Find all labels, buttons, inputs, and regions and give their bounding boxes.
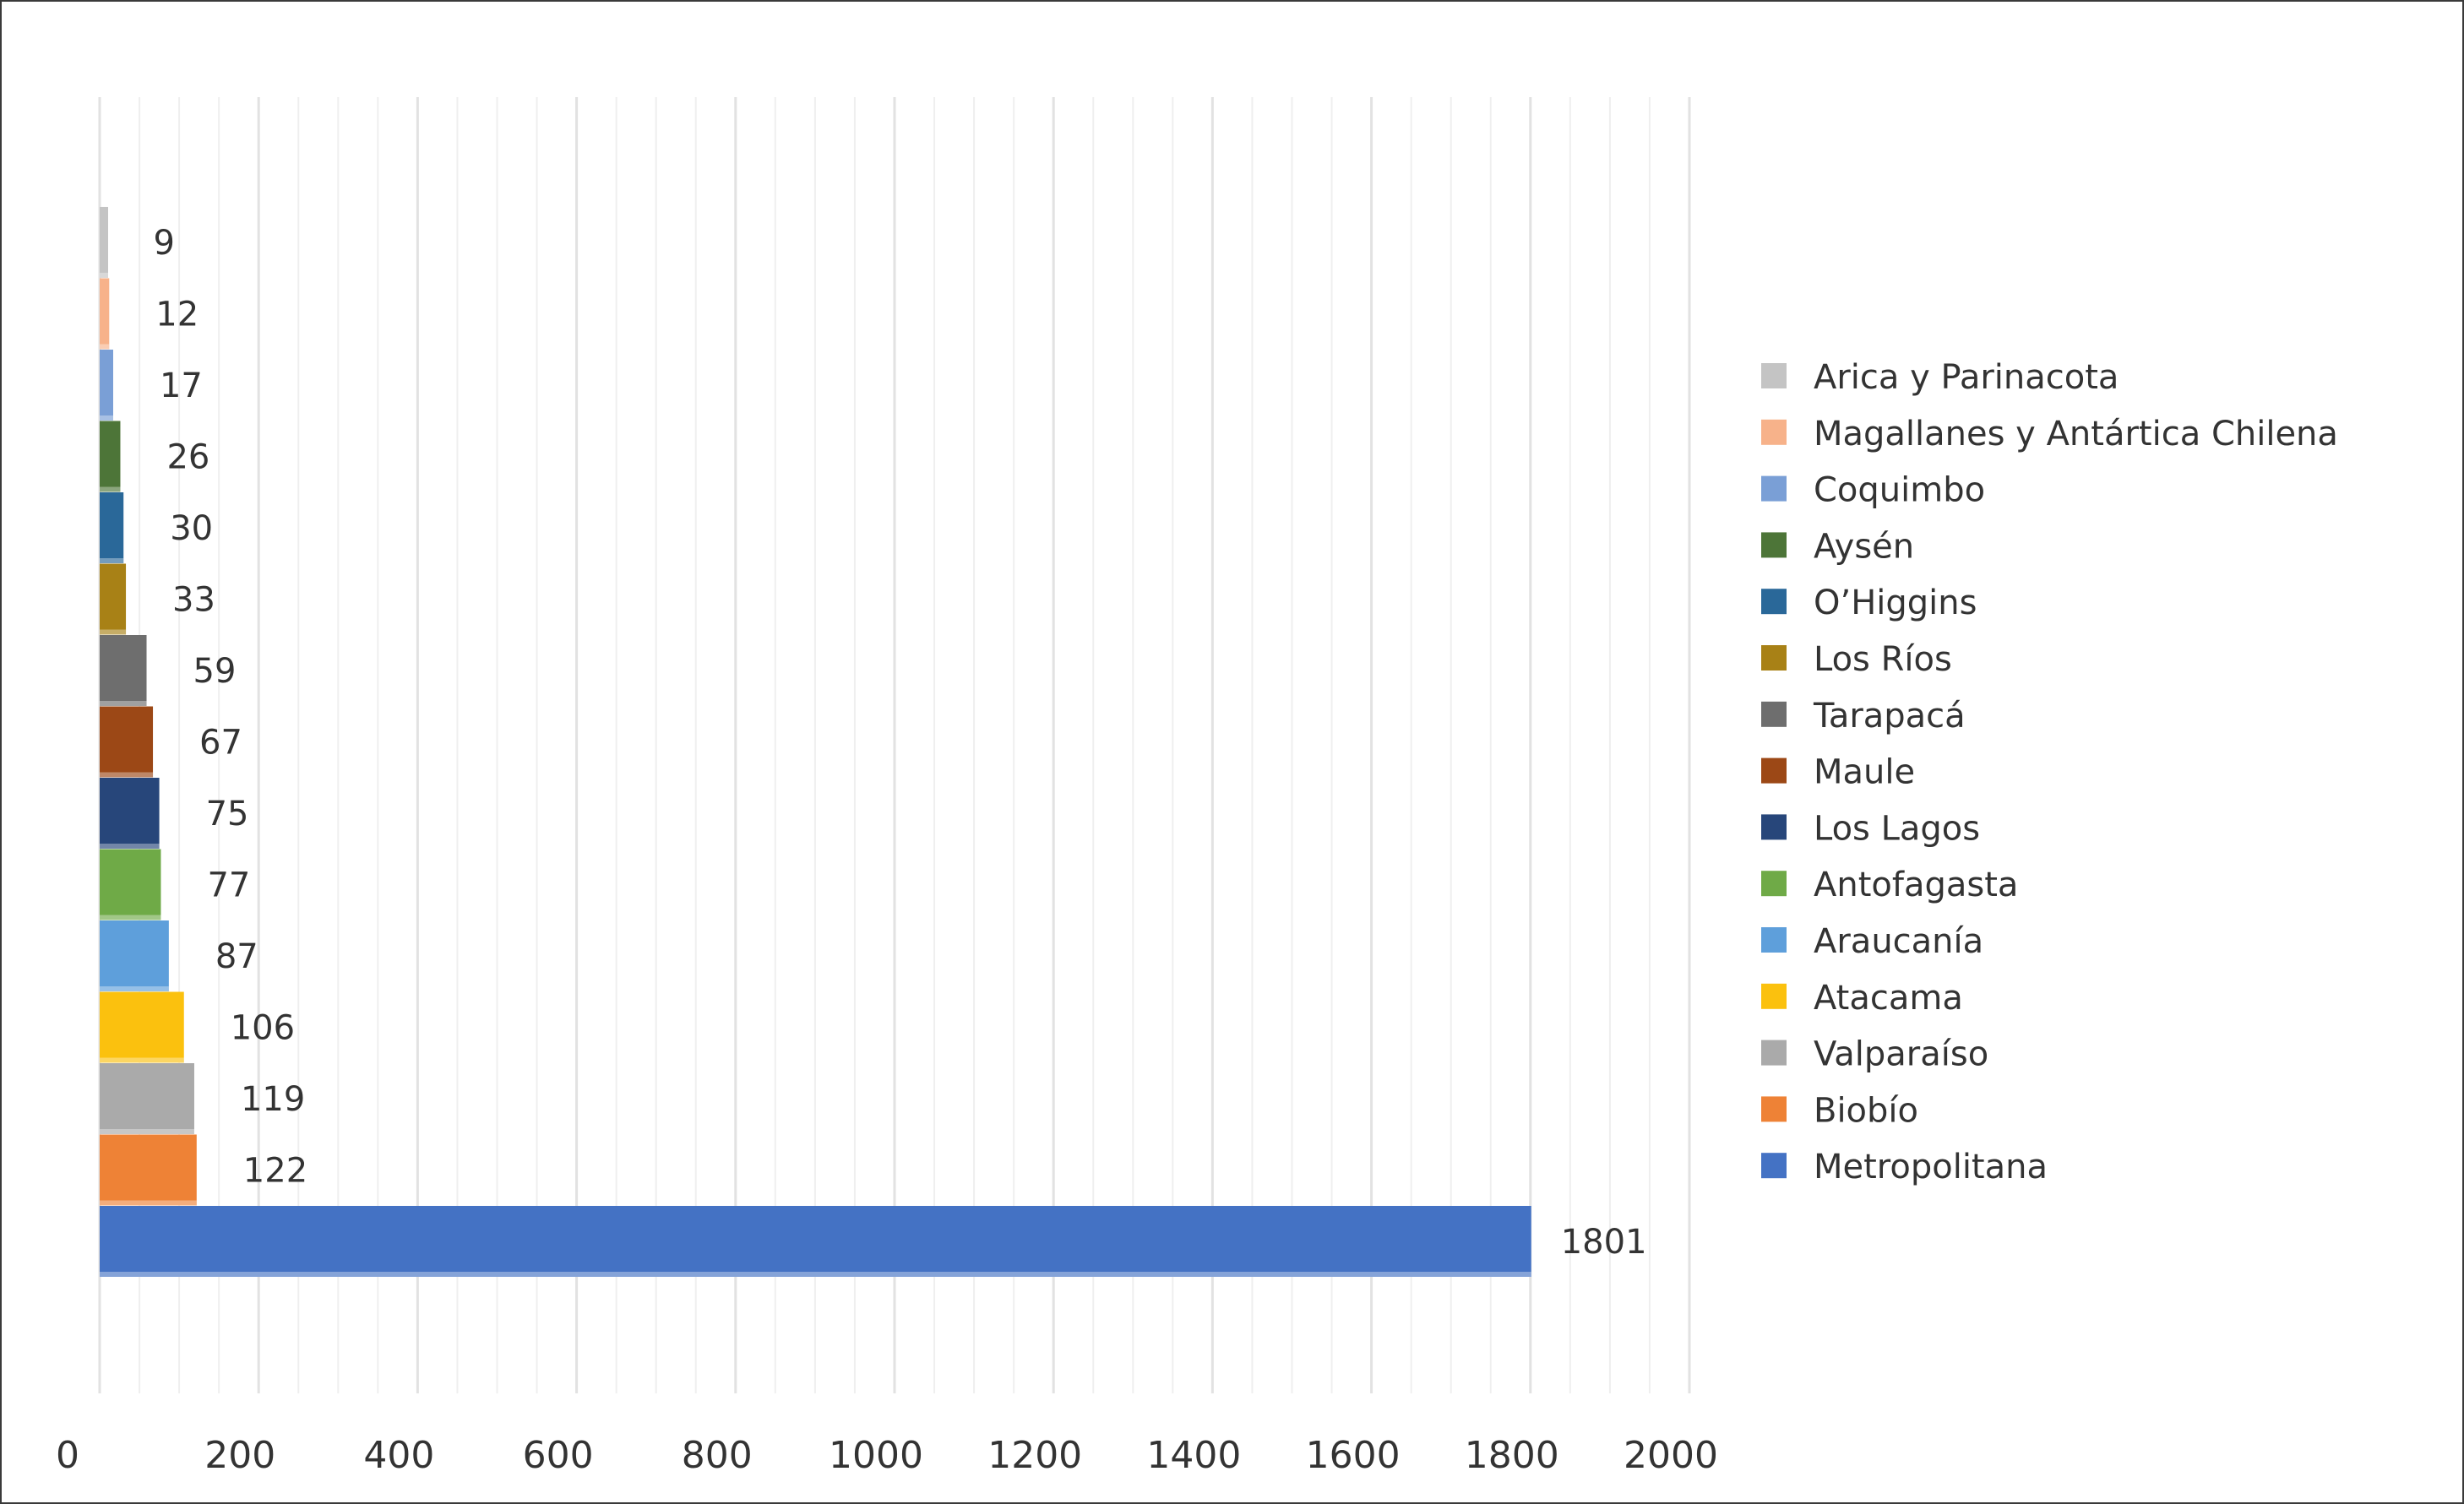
x-tick-label: 800: [682, 1434, 753, 1477]
bar: [100, 920, 169, 991]
bar: [100, 706, 154, 778]
legend-label: Aysén: [1814, 527, 1914, 566]
legend-label: Antofagasta: [1814, 866, 2018, 904]
x-axis-tick-labels: 0 200 400 600 800 1000 1200 1400 1600 1800 2000: [56, 1434, 1718, 1477]
bar-edge: [100, 1200, 197, 1206]
data-label: 30: [170, 509, 213, 548]
x-tick-label: 1000: [829, 1434, 923, 1477]
x-tick-label: 1200: [987, 1434, 1082, 1477]
data-label: 119: [241, 1080, 305, 1119]
bar: [100, 991, 184, 1063]
x-tick-label: 2000: [1624, 1434, 1718, 1477]
bar: [100, 778, 160, 849]
legend-swatch: [1761, 532, 1787, 558]
data-label: 9: [153, 224, 174, 263]
data-label: 106: [231, 1009, 295, 1048]
data-label: 87: [215, 937, 258, 976]
bars: [100, 207, 1531, 1277]
legend-label: Los Ríos: [1814, 640, 1952, 679]
bar: [100, 1134, 197, 1206]
data-labels: 9 12 17 26 30 33 59 67 75 77 87 106 119 122 1801: [153, 224, 1646, 1262]
data-label: 1801: [1561, 1223, 1647, 1262]
legend-swatch: [1761, 1153, 1787, 1179]
legend-swatch: [1761, 814, 1787, 840]
legend-swatch: [1761, 363, 1787, 388]
legend-label: Maule: [1814, 753, 1915, 792]
legend-swatch: [1761, 757, 1787, 784]
x-tick-label: 1400: [1146, 1434, 1241, 1477]
legend-swatch: [1761, 927, 1787, 953]
bar: [100, 849, 161, 920]
data-label: 33: [172, 581, 215, 620]
x-tick-label: 1800: [1465, 1434, 1559, 1477]
bar: [100, 1206, 1531, 1277]
legend-label: Coquimbo: [1814, 471, 1985, 510]
legend-label: Arica y Parinacota: [1814, 358, 2119, 397]
legend-label: Biobío: [1814, 1091, 1918, 1130]
bar: [100, 278, 110, 350]
data-label: 59: [193, 652, 237, 691]
bar-edge: [100, 1057, 184, 1063]
bar-edge: [100, 772, 154, 778]
legend: Arica y Parinacota Magallanes y Antártica…: [1761, 358, 2338, 1186]
bar-edge: [100, 1272, 1531, 1277]
data-label: 75: [206, 795, 249, 833]
bar-edge: [100, 844, 160, 849]
bar-edge: [100, 486, 121, 492]
legend-label: Los Lagos: [1814, 809, 1980, 848]
legend-swatch: [1761, 645, 1787, 671]
bar-edge: [100, 344, 110, 350]
legend-swatch: [1761, 983, 1787, 1009]
legend-swatch: [1761, 589, 1787, 615]
data-label: 67: [199, 724, 242, 763]
legend-swatch: [1761, 1040, 1787, 1066]
x-tick-label: 600: [523, 1434, 594, 1477]
legend-label: Valparaíso: [1814, 1035, 1988, 1074]
data-label: 77: [207, 866, 250, 905]
bar-edge: [100, 1129, 194, 1134]
data-label: 17: [160, 366, 203, 405]
x-tick-label: 200: [204, 1434, 275, 1477]
bar: [100, 563, 127, 635]
bar: [100, 1063, 194, 1134]
x-tick-label: 0: [56, 1434, 79, 1477]
data-label: 26: [166, 438, 209, 477]
legend-swatch: [1761, 701, 1787, 727]
bar: [100, 207, 108, 278]
legend-label: Atacama: [1814, 979, 1963, 1018]
x-tick-label: 400: [363, 1434, 434, 1477]
data-label: 122: [243, 1152, 307, 1191]
legend-label: Araucanía: [1814, 922, 1983, 961]
x-tick-label: 1600: [1306, 1434, 1401, 1477]
legend-label: Metropolitana: [1814, 1148, 2048, 1186]
legend-label: Tarapacá: [1813, 697, 1966, 736]
bar: [100, 421, 121, 492]
bar: [100, 492, 124, 563]
bar-edge: [100, 629, 127, 635]
legend-label: Magallanes y Antártica Chilena: [1814, 415, 2338, 453]
data-label: 12: [155, 296, 199, 334]
legend-swatch: [1761, 871, 1787, 897]
legend-swatch: [1761, 1096, 1787, 1122]
bar: [100, 635, 147, 706]
legend-swatch: [1761, 419, 1787, 445]
bar-edge: [100, 558, 124, 563]
bar-edge: [100, 986, 169, 991]
legend-swatch: [1761, 475, 1787, 502]
bar: [100, 350, 113, 421]
bar-edge: [100, 273, 108, 278]
bar-edge: [100, 415, 113, 421]
legend-label: O’Higgins: [1814, 584, 1977, 622]
bar-edge: [100, 915, 161, 920]
bar-edge: [100, 701, 147, 706]
grid-lines: [98, 97, 1691, 1393]
